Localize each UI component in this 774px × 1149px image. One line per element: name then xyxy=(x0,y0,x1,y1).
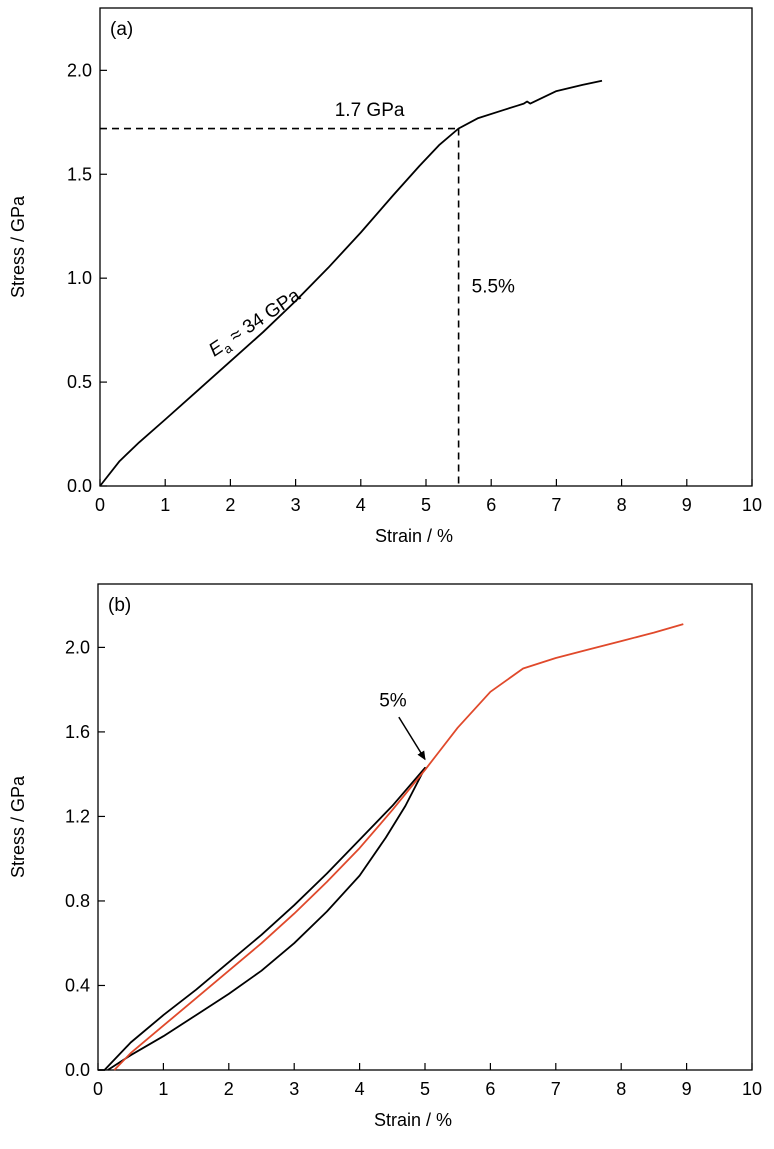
panel-a-plot-frame xyxy=(99,7,753,487)
panel-b-y-tick-label: 1.2 xyxy=(65,806,90,826)
panel-a-x-tick-label: 6 xyxy=(486,495,496,515)
panel-b-panel-label: (b) xyxy=(108,595,131,616)
panel-a-annotation: 1.7 GPa xyxy=(335,100,405,121)
panel-b-x-tick-label: 5 xyxy=(420,1079,430,1099)
panel-a-x-tick-label: 8 xyxy=(617,495,627,515)
panel-a-x-tick-label: 5 xyxy=(421,495,431,515)
panel-a-x-axis-title: Strain / % xyxy=(375,526,453,546)
panel-b-annotation: 5% xyxy=(379,691,407,712)
panel-a-annotation: 5.5% xyxy=(472,277,515,298)
panel-a-y-tick-label: 2.0 xyxy=(67,60,92,80)
panel-a-y-tick-label: 0.5 xyxy=(67,372,92,392)
panel-a-x-tick-label: 1 xyxy=(160,495,170,515)
panel-b-y-tick-label: 0.8 xyxy=(65,891,90,911)
panel-a-x-tick-label: 4 xyxy=(356,495,366,515)
panel-b-x-tick-label: 7 xyxy=(551,1079,561,1099)
panel-a-x-tick-label: 7 xyxy=(551,495,561,515)
panel-a-x-tick-label: 0 xyxy=(95,495,105,515)
panel-a-x-tick-label: 2 xyxy=(225,495,235,515)
panel-a-x-tick-label: 10 xyxy=(742,495,762,515)
panel-b-x-tick-label: 4 xyxy=(355,1079,365,1099)
panel-b-x-tick-label: 3 xyxy=(289,1079,299,1099)
panel-b-y-tick-label: 0.0 xyxy=(65,1060,90,1080)
panel-a-x-tick-label: 9 xyxy=(682,495,692,515)
panel-b-x-tick-label: 2 xyxy=(224,1079,234,1099)
panel-b: 0 1 2 3 4 5 6 7 8 9 10 0.0 0.4 0.8 1.2 1.6 2.0 Strain / %… xyxy=(8,583,762,1130)
panel-b-y-tick-label: 2.0 xyxy=(65,637,90,657)
panel-b-y-tick-label: 0.4 xyxy=(65,975,90,995)
panel-b-x-tick-label: 10 xyxy=(742,1079,762,1099)
panel-b-x-axis-title: Strain / % xyxy=(374,1110,452,1130)
panel-b-series-line-black xyxy=(98,766,426,1071)
panel-b-x-tick-label: 9 xyxy=(682,1079,692,1099)
panel-b-y-axis-title: Stress / GPa xyxy=(8,775,28,878)
panel-a-y-tick-label: 0.0 xyxy=(67,476,92,496)
panel-a-y-tick-label: 1.5 xyxy=(67,164,92,184)
panel-b-x-tick-label: 0 xyxy=(93,1079,103,1099)
panel-a-annotation-rest: ≈ 34 GPa xyxy=(222,285,305,350)
panel-a-x-tick-label: 3 xyxy=(291,495,301,515)
panel-a-annotation: Ea ≈ 34 GPa xyxy=(205,285,306,364)
panel-a-y-axis-title: Stress / GPa xyxy=(8,195,28,298)
panel-b-series-line-red xyxy=(113,623,684,1071)
panel-a-series-line-black xyxy=(99,79,603,487)
panel-a-y-tick-label: 1.0 xyxy=(67,268,92,288)
panel-b-annotation-arrow xyxy=(398,716,426,761)
panel-a: 0 1 2 3 4 5 6 7 8 9 10 0.0 0.5 1.0 1.5 2.0 Strain / % Str… xyxy=(8,7,762,546)
panel-b-x-tick-label: 8 xyxy=(616,1079,626,1099)
panel-b-y-tick-label: 1.6 xyxy=(65,722,90,742)
panel-a-panel-label: (a) xyxy=(110,19,133,40)
panel-b-x-tick-label: 1 xyxy=(158,1079,168,1099)
panel-b-x-tick-label: 6 xyxy=(485,1079,495,1099)
